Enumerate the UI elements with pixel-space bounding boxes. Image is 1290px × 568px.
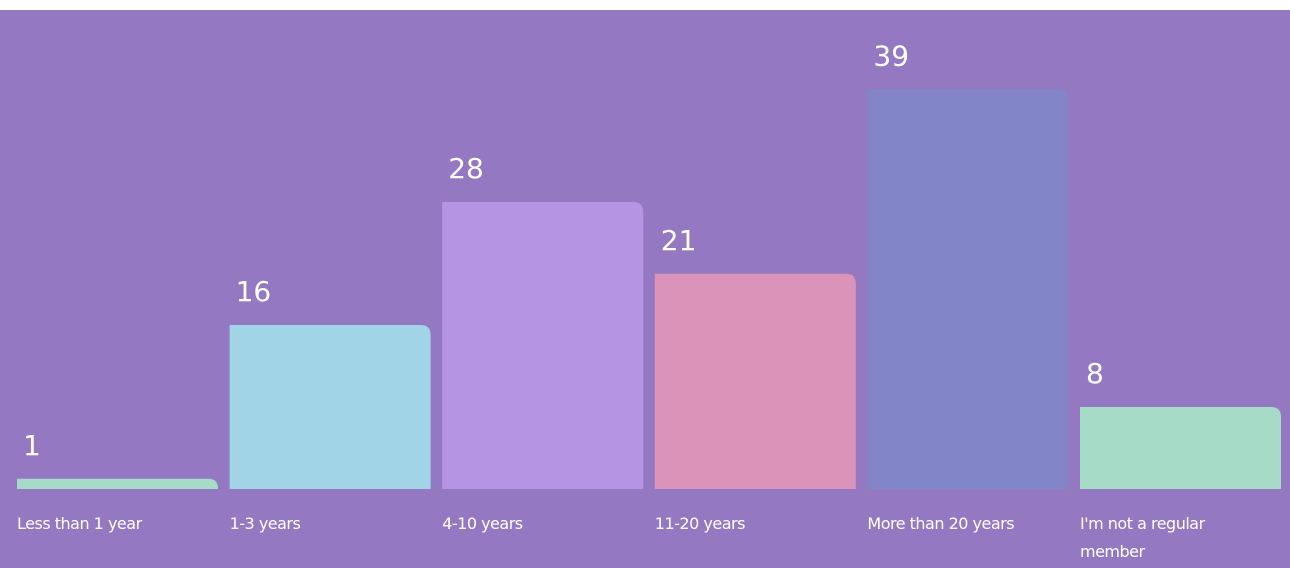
value-label-11-20-years: 21: [661, 224, 697, 257]
value-label-less-than-1-year: 1: [23, 429, 41, 462]
bar-chart: 1 Less than 1 year 16 1-3 years 28 4-10 years…: [17, 39, 1281, 561]
category-label-more-than-20-years: More than 20 years: [867, 514, 1014, 533]
bar-i-m-not-a-regular-member: [1080, 407, 1281, 489]
bar-1-3-years: [229, 325, 431, 489]
bar-11-20-years: [654, 273, 856, 489]
bar-more-than-20-years: [867, 89, 1069, 489]
bar-less-than-1-year: [17, 478, 218, 489]
category-label-less-than-1-year: Less than 1 year: [17, 514, 143, 533]
value-label-i-m-not-a-regular-member: 8: [1086, 357, 1104, 390]
value-label-1-3-years: 16: [236, 275, 272, 308]
category-label-11-20-years: 11-20 years: [655, 514, 745, 533]
category-label-1-3-years: 1-3 years: [230, 514, 301, 533]
category-label-i-m-not-a-regular-member: I'm not a regular member: [1080, 514, 1206, 561]
category-label-4-10-years: 4-10 years: [442, 514, 523, 533]
chart-panel: 1 Less than 1 year 16 1-3 years 28 4-10 years…: [0, 10, 1290, 568]
bar-4-10-years: [442, 202, 644, 489]
value-label-4-10-years: 28: [448, 152, 484, 185]
value-label-more-than-20-years: 39: [873, 39, 909, 72]
